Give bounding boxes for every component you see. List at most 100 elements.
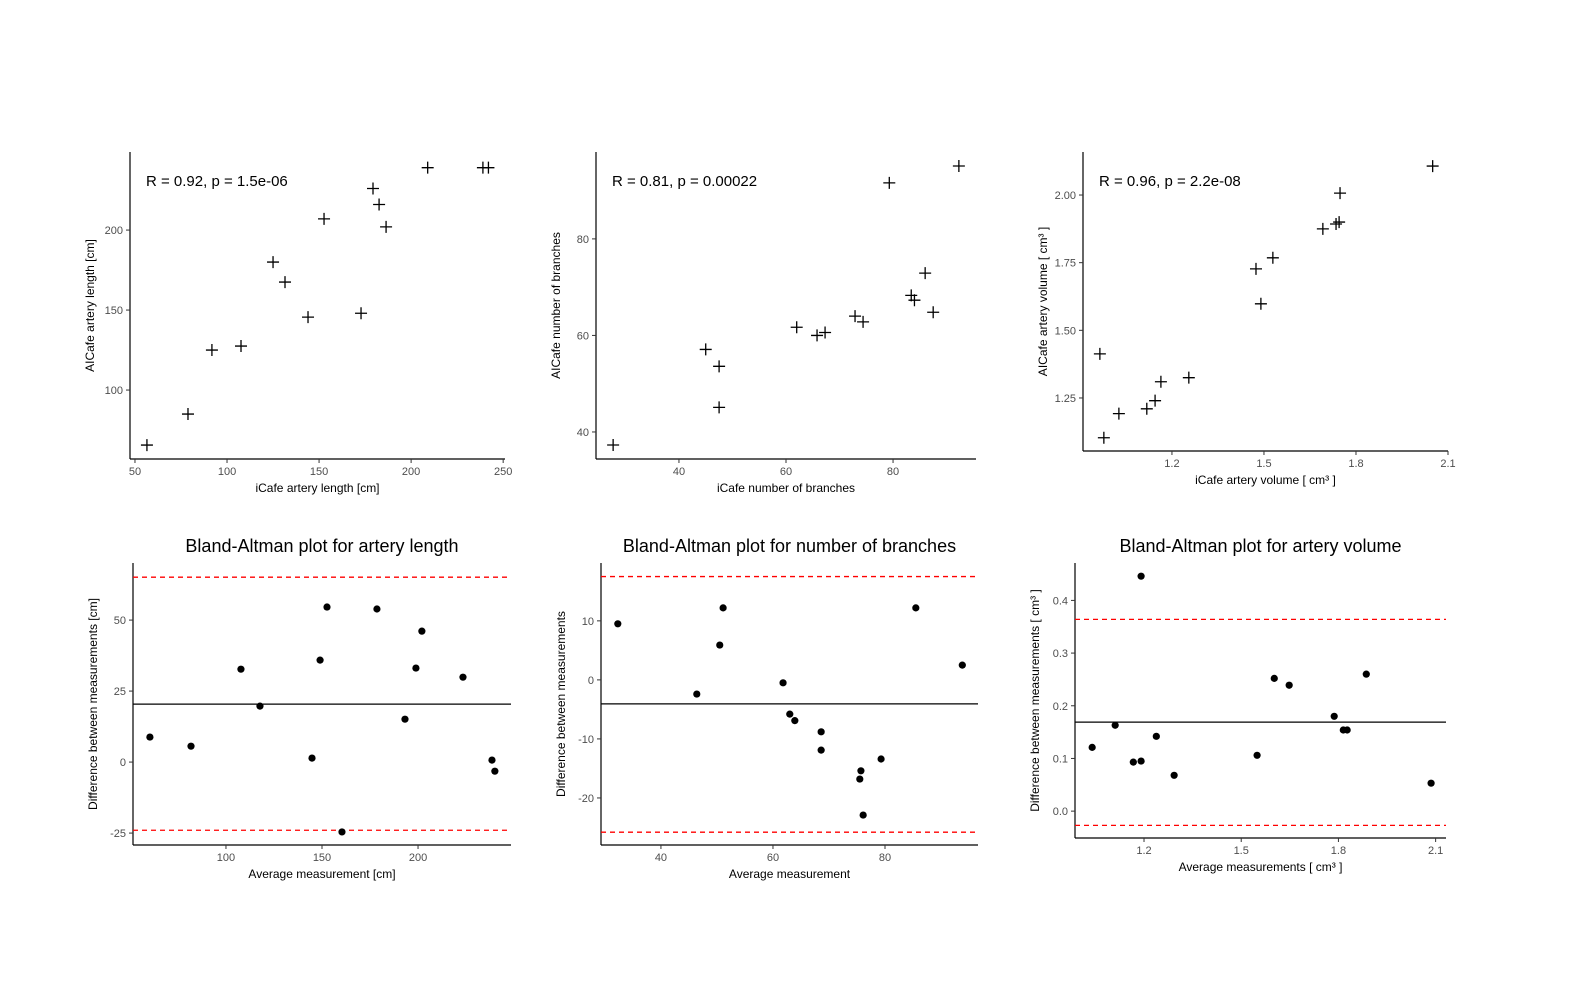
y-axis-title: Difference between measurements [ cm³ ] xyxy=(1028,589,1042,812)
data-point xyxy=(373,198,386,211)
data-point xyxy=(267,256,280,269)
x-tick-label: 100 xyxy=(217,852,235,864)
x-tick-label: 80 xyxy=(879,852,891,864)
x-tick-label: 1.2 xyxy=(1136,845,1151,857)
data-point xyxy=(859,811,867,819)
data-point xyxy=(1152,732,1160,740)
data-point xyxy=(459,673,467,681)
data-point xyxy=(1182,371,1195,384)
data-point xyxy=(1330,217,1343,230)
chart-panel-6: 1.2 1.5 1.8 2.1 0.0 0.1 0.2 0.3 0.4 Average measu… xyxy=(1028,536,1446,874)
data-point xyxy=(607,439,620,452)
data-point xyxy=(256,702,264,710)
x-tick-label: 1.5 xyxy=(1234,845,1249,857)
data-point xyxy=(205,344,218,357)
data-point xyxy=(1330,712,1338,720)
x-axis-title: Average measurement [cm] xyxy=(248,867,395,881)
y-tick-label: 10 xyxy=(582,616,594,628)
data-point xyxy=(693,690,701,698)
data-point xyxy=(790,321,803,334)
data-point xyxy=(421,161,434,174)
y-axis-title: AICafe artery length [cm] xyxy=(83,239,97,372)
data-point xyxy=(373,605,381,613)
data-point xyxy=(235,340,248,353)
x-tick-label: 60 xyxy=(780,466,792,478)
data-point xyxy=(819,326,832,339)
data-point xyxy=(1253,751,1261,759)
y-tick-label: 100 xyxy=(105,385,123,397)
data-point xyxy=(1140,402,1153,415)
data-point xyxy=(1154,375,1167,388)
data-point xyxy=(488,756,496,764)
x-tick-label: 2.1 xyxy=(1428,845,1443,857)
data-point xyxy=(367,182,380,195)
x-tick-label: 150 xyxy=(313,852,331,864)
x-tick-label: 80 xyxy=(887,466,899,478)
data-point xyxy=(1427,779,1435,787)
data-point xyxy=(1426,160,1439,173)
data-point xyxy=(912,604,920,612)
y-tick-label: 2.00 xyxy=(1055,190,1076,202)
y-tick-label: 200 xyxy=(105,225,123,237)
y-tick-label: 0 xyxy=(120,757,126,769)
data-point xyxy=(380,220,393,233)
data-point xyxy=(482,161,495,174)
data-point xyxy=(958,661,966,669)
x-axis-title: iCafe artery length [cm] xyxy=(255,481,379,495)
x-tick-label: 250 xyxy=(494,466,512,478)
y-tick-label: 25 xyxy=(114,686,126,698)
correlation-annotation: R = 0.96, p = 2.2e-08 xyxy=(1099,173,1241,190)
x-tick-label: 60 xyxy=(767,852,779,864)
data-point xyxy=(1111,721,1119,729)
data-point xyxy=(1270,674,1278,682)
chart-title: Bland-Altman plot for number of branches xyxy=(623,536,956,556)
data-point xyxy=(237,665,245,673)
data-point xyxy=(1362,670,1370,678)
data-point xyxy=(1129,758,1137,766)
data-point xyxy=(952,159,965,172)
data-point xyxy=(140,439,153,452)
data-point xyxy=(877,755,885,763)
data-point xyxy=(786,710,794,718)
x-tick-label: 2.1 xyxy=(1440,458,1455,470)
y-tick-label: 0.0 xyxy=(1053,806,1068,818)
data-point xyxy=(857,315,870,328)
data-point xyxy=(355,307,368,320)
chart-title: Bland-Altman plot for artery length xyxy=(185,536,458,556)
data-point xyxy=(856,775,864,783)
y-axis-title: AICafe number of branches xyxy=(549,232,563,379)
y-tick-label: 0.3 xyxy=(1053,648,1068,660)
x-tick-label: 1.8 xyxy=(1348,458,1363,470)
chart-panel-1: 50 100 150 200 250 100 150 200 iCafe artery leng… xyxy=(83,152,512,495)
data-point xyxy=(699,343,712,356)
y-tick-label: 50 xyxy=(114,615,126,627)
chart-panel-2: 40 60 80 40 60 80 iCafe number of branches AICa… xyxy=(549,152,976,495)
data-point xyxy=(181,408,194,421)
data-point xyxy=(1137,757,1145,765)
data-point xyxy=(716,641,724,649)
data-point xyxy=(905,289,918,302)
data-point xyxy=(1137,572,1145,580)
y-tick-label: 80 xyxy=(577,234,589,246)
chart-panel-4: 100 150 200 -25 0 25 50 Average measurement [cm… xyxy=(86,536,511,881)
data-point xyxy=(1112,407,1125,420)
x-tick-label: 1.5 xyxy=(1256,458,1271,470)
data-point xyxy=(927,306,940,319)
data-point xyxy=(1334,187,1347,200)
x-tick-label: 50 xyxy=(129,466,141,478)
data-point xyxy=(1170,771,1178,779)
data-point xyxy=(1093,347,1106,360)
x-tick-label: 40 xyxy=(655,852,667,864)
data-point xyxy=(412,664,420,672)
data-point xyxy=(1249,262,1262,275)
data-point xyxy=(1097,431,1110,444)
data-point xyxy=(614,620,622,628)
data-point xyxy=(1149,394,1162,407)
data-point xyxy=(1254,297,1267,310)
data-point xyxy=(811,329,824,342)
x-tick-label: 150 xyxy=(310,466,328,478)
data-point xyxy=(187,742,195,750)
data-point xyxy=(857,767,865,775)
data-point xyxy=(308,754,316,762)
